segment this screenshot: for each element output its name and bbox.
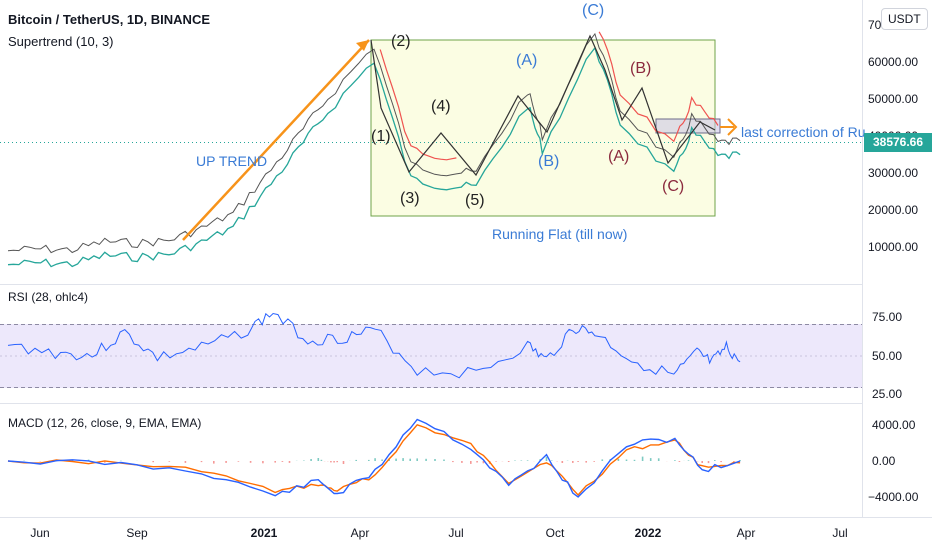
time-tick: Apr (351, 526, 370, 540)
wave-label-c-red: (C) (662, 178, 684, 195)
wave-label-a-red: (A) (608, 148, 629, 165)
wave-label-2: (2) (391, 33, 411, 50)
last-price-value: 38576.66 (872, 135, 924, 149)
supertrend-down-line (598, 31, 719, 143)
currency-badge[interactable]: USDT (881, 8, 928, 30)
rsi-tick: 75.00 (872, 310, 902, 324)
wave-count-path (370, 34, 716, 177)
last-price-badge: 38576.66 (864, 133, 932, 152)
macd-line (7, 418, 741, 498)
time-tick: Jun (30, 526, 49, 540)
supertrend-down-line (379, 49, 457, 161)
price-tick: 50000.00 (868, 92, 918, 106)
macd-tick: 0.00 (872, 454, 896, 468)
up-trend-label: UP TREND (196, 153, 267, 169)
price-tick: 60000.00 (868, 55, 918, 69)
price-series-line (7, 32, 741, 254)
time-tick: Jul (448, 526, 463, 540)
time-tick: Jul (832, 526, 847, 540)
up-trend-line (182, 39, 370, 241)
wave-label-3: (3) (400, 190, 420, 207)
running-flat-label: Running Flat (till now) (492, 226, 627, 242)
time-tick: 2021 (251, 526, 278, 540)
price-tick: 10000.00 (868, 240, 918, 254)
macd-title: MACD (12, 26, close, 9, EMA, EMA) (8, 416, 201, 430)
time-tick: Sep (126, 526, 148, 540)
rsi-title: RSI (28, ohlc4) (8, 290, 88, 304)
currency-label: USDT (888, 12, 921, 26)
wave-label-a-blue: (A) (516, 52, 537, 69)
time-tick: 2022 (635, 526, 662, 540)
symbol-title: Bitcoin / TetherUS, 1D, BINANCE (8, 12, 210, 27)
last-correction-arrowhead (727, 118, 738, 136)
wave-label-1: (1) (371, 128, 391, 145)
up-trend-arrowhead (356, 40, 369, 51)
last-correction-box (655, 118, 721, 134)
price-tick: 20000.00 (868, 203, 918, 217)
macd-signal-line (7, 423, 741, 497)
supertrend-title: Supertrend (10, 3) (8, 34, 114, 49)
macd-tick: 4000.00 (872, 418, 916, 432)
wave-label-4: (4) (431, 98, 451, 115)
wave-label-c-blue: (C) (582, 2, 604, 19)
time-tick: Apr (737, 526, 756, 540)
wave-label-b-blue: (B) (538, 153, 559, 170)
last-correction-label: last correction of Ru (741, 124, 866, 140)
macd-tick: −4000.00 (868, 490, 919, 504)
wave-label-5: (5) (465, 192, 485, 209)
wave-label-b-red: (B) (630, 60, 651, 77)
price-tick: 30000.00 (868, 166, 918, 180)
rsi-tick: 25.00 (872, 387, 902, 401)
rsi-tick: 50.00 (872, 349, 902, 363)
rsi-line (7, 312, 741, 379)
time-tick: Oct (546, 526, 565, 540)
